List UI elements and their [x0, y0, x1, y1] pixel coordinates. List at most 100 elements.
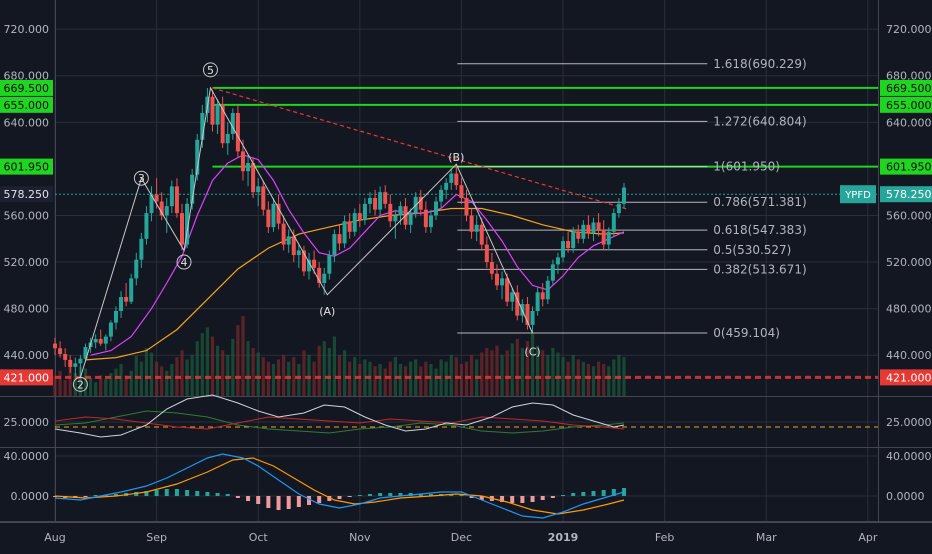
candle[interactable]: [58, 348, 63, 355]
candle[interactable]: [210, 96, 215, 125]
candle[interactable]: [119, 297, 124, 311]
candle[interactable]: [586, 224, 591, 233]
candle[interactable]: [83, 347, 88, 359]
candle[interactable]: [235, 112, 240, 152]
candle[interactable]: [535, 292, 540, 311]
candle[interactable]: [362, 203, 367, 221]
candle[interactable]: [251, 163, 256, 193]
candle[interactable]: [494, 273, 499, 286]
candle[interactable]: [301, 250, 306, 272]
downtrend-line[interactable]: [212, 87, 630, 211]
candle[interactable]: [423, 209, 428, 228]
candle[interactable]: [606, 231, 611, 245]
candle[interactable]: [159, 201, 164, 216]
candle[interactable]: [307, 259, 312, 272]
candle[interactable]: [169, 186, 174, 207]
candle[interactable]: [550, 264, 555, 281]
candle[interactable]: [591, 222, 596, 233]
candle[interactable]: [312, 259, 317, 268]
candle[interactable]: [164, 206, 169, 216]
candle[interactable]: [230, 112, 235, 134]
candle[interactable]: [271, 203, 276, 228]
candle[interactable]: [342, 221, 347, 244]
candle[interactable]: [266, 209, 271, 228]
candle[interactable]: [347, 221, 352, 232]
candle[interactable]: [500, 278, 505, 286]
candle[interactable]: [276, 203, 281, 224]
candle[interactable]: [464, 198, 469, 216]
candle[interactable]: [388, 203, 393, 222]
candle[interactable]: [291, 236, 296, 256]
candle[interactable]: [581, 224, 586, 239]
candle[interactable]: [434, 201, 439, 216]
candle[interactable]: [474, 224, 479, 232]
candle[interactable]: [352, 213, 357, 232]
candle[interactable]: [195, 139, 200, 175]
candle[interactable]: [621, 187, 626, 204]
candle[interactable]: [337, 234, 342, 244]
candle[interactable]: [149, 194, 154, 214]
candle[interactable]: [327, 255, 332, 274]
candle[interactable]: [53, 343, 57, 349]
candle[interactable]: [561, 241, 566, 258]
candle[interactable]: [555, 257, 560, 265]
candle[interactable]: [576, 231, 581, 239]
candle[interactable]: [469, 215, 474, 232]
candle[interactable]: [78, 358, 83, 364]
candle[interactable]: [220, 104, 225, 144]
candle[interactable]: [357, 213, 362, 221]
candle[interactable]: [215, 104, 220, 125]
candle[interactable]: [616, 203, 621, 214]
candle[interactable]: [174, 186, 179, 214]
candle[interactable]: [373, 198, 378, 210]
candle[interactable]: [428, 215, 433, 228]
candle[interactable]: [322, 273, 327, 284]
candle[interactable]: [545, 280, 550, 300]
candle[interactable]: [611, 213, 616, 232]
candle[interactable]: [418, 196, 423, 210]
candle[interactable]: [225, 133, 230, 144]
candle[interactable]: [103, 336, 108, 344]
candle[interactable]: [449, 173, 454, 183]
candle[interactable]: [134, 259, 139, 279]
candle[interactable]: [139, 238, 144, 260]
candle[interactable]: [540, 292, 545, 300]
candle[interactable]: [601, 229, 606, 245]
candle[interactable]: [286, 236, 291, 245]
candle[interactable]: [281, 223, 286, 245]
candle[interactable]: [154, 194, 159, 202]
candle[interactable]: [180, 213, 185, 245]
candle[interactable]: [68, 359, 73, 367]
candle[interactable]: [108, 322, 113, 337]
candle[interactable]: [73, 363, 78, 367]
candle[interactable]: [296, 250, 301, 256]
candle[interactable]: [383, 192, 388, 204]
candle[interactable]: [484, 244, 489, 263]
candle[interactable]: [459, 185, 464, 198]
candle[interactable]: [240, 151, 245, 172]
candle[interactable]: [124, 297, 129, 302]
candle[interactable]: [479, 224, 484, 245]
candle[interactable]: [439, 189, 444, 202]
candle[interactable]: [144, 213, 149, 239]
candle[interactable]: [129, 278, 134, 302]
candle[interactable]: [317, 267, 322, 284]
candle[interactable]: [510, 292, 515, 302]
candle[interactable]: [332, 234, 337, 256]
candle[interactable]: [367, 198, 372, 204]
candle[interactable]: [408, 213, 413, 225]
candle[interactable]: [246, 163, 251, 172]
candle[interactable]: [505, 278, 510, 302]
candle[interactable]: [525, 303, 530, 325]
candle[interactable]: [93, 338, 98, 343]
candle[interactable]: [515, 292, 520, 316]
candle[interactable]: [185, 203, 190, 245]
candle[interactable]: [566, 241, 571, 249]
candle[interactable]: [63, 354, 68, 360]
candle[interactable]: [596, 222, 601, 230]
candle[interactable]: [378, 192, 383, 210]
candle[interactable]: [261, 186, 266, 210]
candle[interactable]: [571, 231, 576, 249]
